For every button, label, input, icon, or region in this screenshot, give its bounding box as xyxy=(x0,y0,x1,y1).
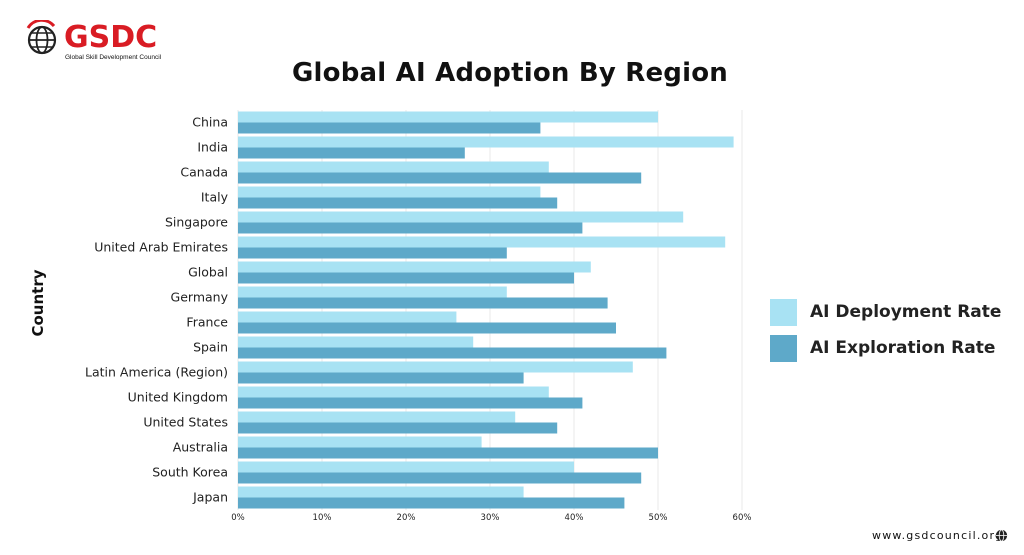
bar-deployment xyxy=(238,161,549,173)
x-tick-label: 30% xyxy=(481,513,500,523)
bar-exploration xyxy=(238,122,541,134)
legend-label-exploration: AI Exploration Rate xyxy=(810,338,996,358)
bar-exploration xyxy=(238,247,507,259)
category-label: India xyxy=(197,140,228,155)
bar-deployment xyxy=(238,261,591,273)
bar-exploration xyxy=(238,147,465,159)
logo-wordmark: GSDC xyxy=(64,20,158,55)
x-tick-label: 40% xyxy=(565,513,584,523)
bar-deployment xyxy=(238,111,658,123)
bar-exploration xyxy=(238,272,574,284)
bar-deployment xyxy=(238,286,507,298)
bar-deployment xyxy=(238,186,541,198)
chart-title: Global AI Adoption By Region xyxy=(291,58,729,88)
bar-exploration xyxy=(238,322,616,334)
bar-deployment xyxy=(238,336,474,348)
bar-exploration xyxy=(238,347,667,359)
x-tick-label: 0% xyxy=(231,513,245,523)
logo-tagline: Global Skill Development Council xyxy=(65,54,162,61)
gsdc-logo: GSDC Global Skill Development Council xyxy=(24,20,174,62)
bar-deployment xyxy=(238,236,726,248)
bar-exploration xyxy=(238,172,642,184)
bar-exploration xyxy=(238,397,583,409)
bar-deployment xyxy=(238,311,457,323)
category-label: Spain xyxy=(193,340,228,355)
bar-exploration xyxy=(238,447,658,459)
legend-item-exploration: AI Exploration Rate xyxy=(770,330,1001,366)
category-label: South Korea xyxy=(152,465,228,480)
x-tick-label: 20% xyxy=(397,513,416,523)
category-label: United States xyxy=(143,415,228,430)
x-tick-label: 10% xyxy=(313,513,332,523)
legend-swatch-exploration xyxy=(770,334,797,362)
category-label: Singapore xyxy=(165,215,228,230)
x-tick-label: 50% xyxy=(649,513,668,523)
bar-deployment xyxy=(238,461,574,473)
x-tick-label: 60% xyxy=(733,513,752,523)
globe-icon xyxy=(995,529,1008,542)
legend-item-deployment: AI Deployment Rate xyxy=(770,294,1001,330)
bar-deployment xyxy=(238,486,524,498)
bar-deployment xyxy=(238,361,633,373)
bar-exploration xyxy=(238,222,583,234)
bar-deployment xyxy=(238,411,516,423)
legend-swatch-deployment xyxy=(770,298,797,326)
category-label: Australia xyxy=(173,440,228,455)
bar-exploration xyxy=(238,497,625,509)
bar-exploration xyxy=(238,197,558,209)
bar-exploration xyxy=(238,422,558,434)
bar-exploration xyxy=(238,472,642,484)
website-url: www.gsdcouncil.org xyxy=(872,529,1004,542)
category-label: Global xyxy=(188,265,228,280)
category-label: Latin America (Region) xyxy=(85,365,228,380)
bar-exploration xyxy=(238,297,608,309)
category-label: Germany xyxy=(171,290,229,305)
chart-legend: AI Deployment Rate AI Exploration Rate xyxy=(770,294,1001,366)
category-label: France xyxy=(186,315,228,330)
bar-deployment xyxy=(238,386,549,398)
category-label: Japan xyxy=(192,490,228,505)
bar-deployment xyxy=(238,211,684,223)
category-label: Canada xyxy=(180,165,228,180)
bar-exploration xyxy=(238,372,524,384)
category-label: United Kingdom xyxy=(128,390,228,405)
category-label: China xyxy=(192,115,228,130)
category-label: Italy xyxy=(201,190,229,205)
bar-deployment xyxy=(238,436,482,448)
legend-label-deployment: AI Deployment Rate xyxy=(810,302,1002,322)
globe-logo-icon xyxy=(26,20,57,55)
category-label: United Arab Emirates xyxy=(94,240,228,255)
bar-deployment xyxy=(238,136,734,148)
